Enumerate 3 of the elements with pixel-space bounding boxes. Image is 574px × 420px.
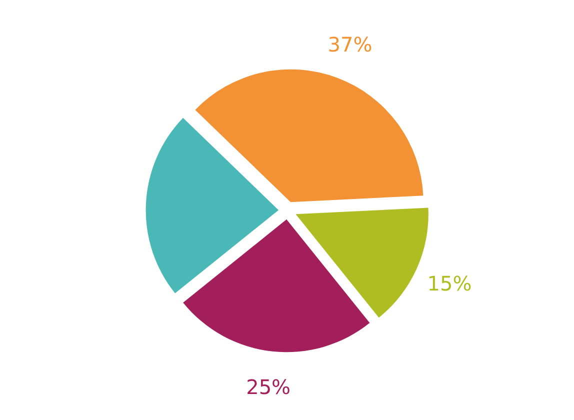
data-label: 37%	[328, 32, 372, 56]
data-label: 25%	[246, 375, 291, 400]
data-label: 15%	[427, 271, 472, 296]
